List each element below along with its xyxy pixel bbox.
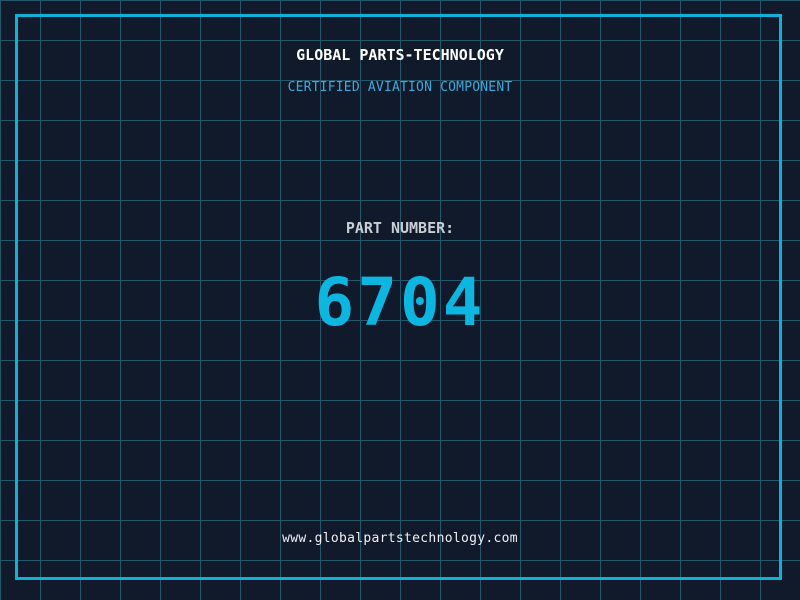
certification-subtitle: CERTIFIED AVIATION COMPONENT	[287, 80, 513, 95]
frame-border	[15, 14, 782, 580]
part-number-value: 6704	[314, 264, 486, 341]
website-url: www.globalpartstechnology.com	[282, 531, 518, 546]
part-number-label: PART NUMBER:	[345, 219, 455, 237]
company-title: GLOBAL PARTS-TECHNOLOGY	[296, 46, 504, 64]
